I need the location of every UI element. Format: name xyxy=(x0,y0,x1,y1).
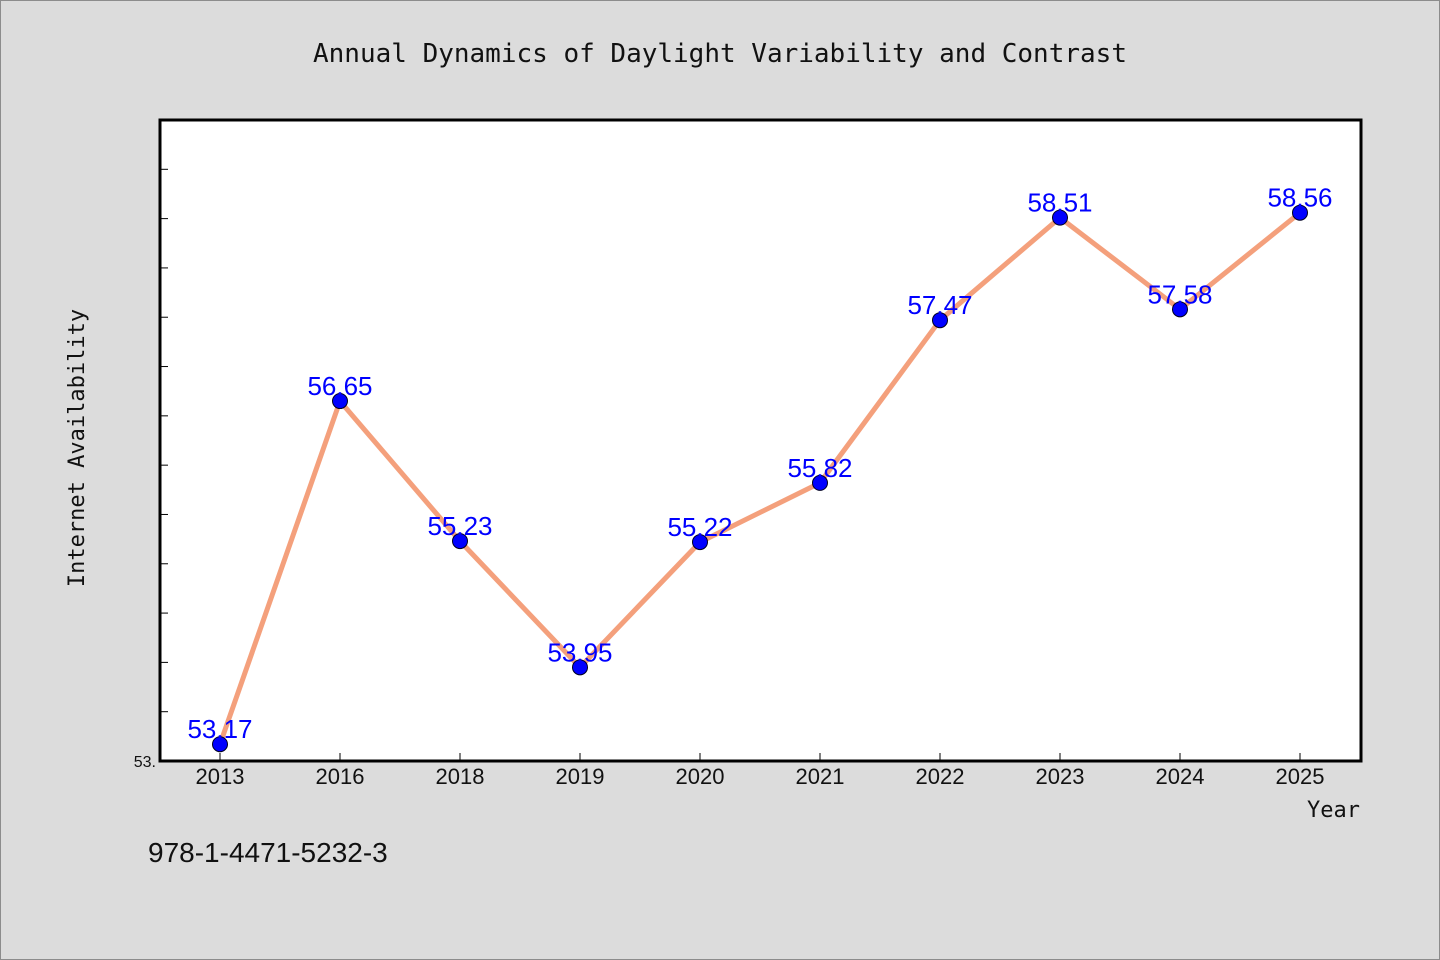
x-tick-label: 2022 xyxy=(916,764,965,789)
data-point-marker xyxy=(812,474,828,491)
data-label: 57.58 xyxy=(1147,279,1212,309)
series-line-layer xyxy=(217,210,1303,747)
data-labels-layer: 53.17 56.65 55.23 53.95 55.22 55.82 57.47 58.51… xyxy=(187,183,1332,745)
data-label: 56.65 xyxy=(307,371,372,401)
data-label: 53.17 xyxy=(187,714,252,744)
x-tick-label: 2021 xyxy=(796,764,845,789)
data-label: 55.23 xyxy=(427,511,492,541)
data-point-marker xyxy=(452,533,468,550)
footnote-isbn: 978-1-4471-5232-3 xyxy=(148,837,388,868)
x-tick-label: 2013 xyxy=(196,764,245,789)
data-point-marker xyxy=(1172,301,1188,318)
x-axis-label: Year xyxy=(1307,798,1360,823)
data-label: 55.22 xyxy=(667,512,732,542)
plot-area xyxy=(158,118,1363,763)
data-point-marker xyxy=(932,312,948,329)
data-point-marker xyxy=(212,736,228,753)
markers-layer xyxy=(212,204,1308,753)
data-point-marker xyxy=(572,659,588,676)
y-axis-label: Internet Availability xyxy=(65,309,90,587)
chart-title: Annual Dynamics of Daylight Variability … xyxy=(313,39,1127,69)
x-tick-label: 2024 xyxy=(1156,764,1205,789)
data-label: 58.56 xyxy=(1267,183,1332,213)
data-point-marker xyxy=(1292,204,1308,221)
data-point-marker xyxy=(692,534,708,551)
series-line xyxy=(217,210,1303,747)
data-label: 58.51 xyxy=(1027,188,1092,218)
data-point-marker xyxy=(1052,209,1068,226)
x-tick-label: 2020 xyxy=(676,764,725,789)
x-tick-label: 2016 xyxy=(316,764,365,789)
y-axis-ticks: 53. xyxy=(134,119,168,771)
x-tick-label: 2018 xyxy=(436,764,485,789)
data-label: 57.47 xyxy=(907,290,972,320)
x-tick-label: 2019 xyxy=(556,764,605,789)
data-label: 53.95 xyxy=(547,637,612,667)
data-label: 55.82 xyxy=(787,453,852,483)
y-tick-label: 53. xyxy=(134,754,156,771)
x-tick-label: 2023 xyxy=(1036,764,1085,789)
data-point-marker xyxy=(332,393,348,410)
x-axis-ticks: 2013 2016 2018 2019 2020 2021 2022 2023 2024 2025 xyxy=(196,753,1325,789)
x-tick-label: 2025 xyxy=(1276,764,1325,789)
